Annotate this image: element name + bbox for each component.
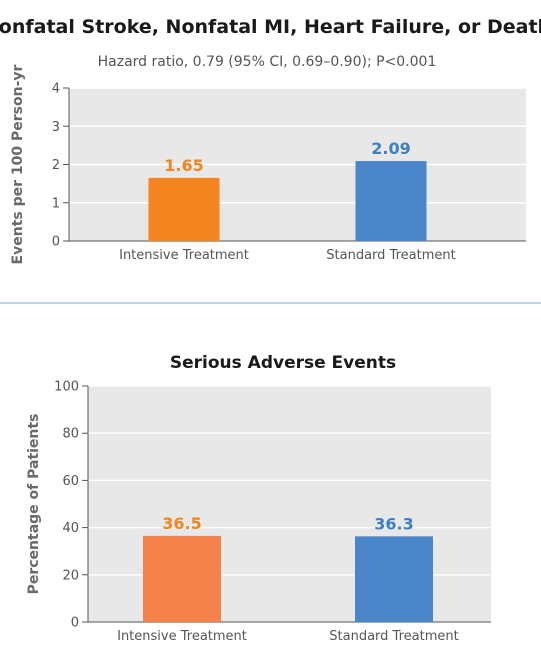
chart2-bar (143, 535, 221, 622)
chart1-subtitle: Hazard ratio, 0.79 (95% CI, 0.69–0.90); … (98, 54, 437, 70)
chart2-category-label: Standard Treatment (329, 629, 458, 644)
chart1-y-tick-label: 0 (52, 235, 60, 250)
chart2-y-tick-label: 40 (62, 521, 79, 536)
chart1-category-label: Standard Treatment (326, 248, 455, 263)
chart2-bar-value-label: 36.5 (162, 514, 201, 533)
chart1-bar (355, 161, 427, 241)
chart1-category-label: Intensive Treatment (119, 248, 249, 263)
chart1-bar (148, 177, 220, 241)
chart1-plot: 0 1 2 3 4 Events per 100 Person-yr 1.65 Intensi… (10, 64, 526, 264)
chart1-y-tick-label: 2 (52, 158, 60, 173)
chart2-bar (355, 536, 433, 622)
chart1-bar-value-label: 1.65 (164, 156, 203, 175)
chart2-plot: 0 20 40 60 80 100 Percentage of Patients 36.5 In… (26, 380, 491, 644)
chart1-bar-value-label: 2.09 (371, 139, 410, 158)
chart2-y-axis-label: Percentage of Patients (26, 414, 42, 595)
chart2-y-tick-label: 60 (62, 474, 79, 489)
chart2-y-tick-label: 80 (62, 427, 79, 442)
chart1-title: Nonfatal Stroke, Nonfatal MI, Heart Fail… (0, 16, 541, 38)
chart1-y-tick-label: 1 (52, 196, 60, 211)
chart2-y-tick-label: 20 (62, 568, 79, 583)
chart2-y-tick-label: 0 (71, 616, 79, 631)
chart1-y-axis-label: Events per 100 Person-yr (10, 64, 26, 264)
chart1-y-tick-label: 3 (52, 120, 60, 135)
chart2-y-tick-label: 100 (54, 380, 79, 395)
chart2-title: Serious Adverse Events (170, 353, 396, 373)
chart2-category-label: Intensive Treatment (117, 629, 247, 644)
chart1-y-tick-label: 4 (52, 82, 60, 97)
chart2-bar-value-label: 36.3 (374, 514, 413, 533)
